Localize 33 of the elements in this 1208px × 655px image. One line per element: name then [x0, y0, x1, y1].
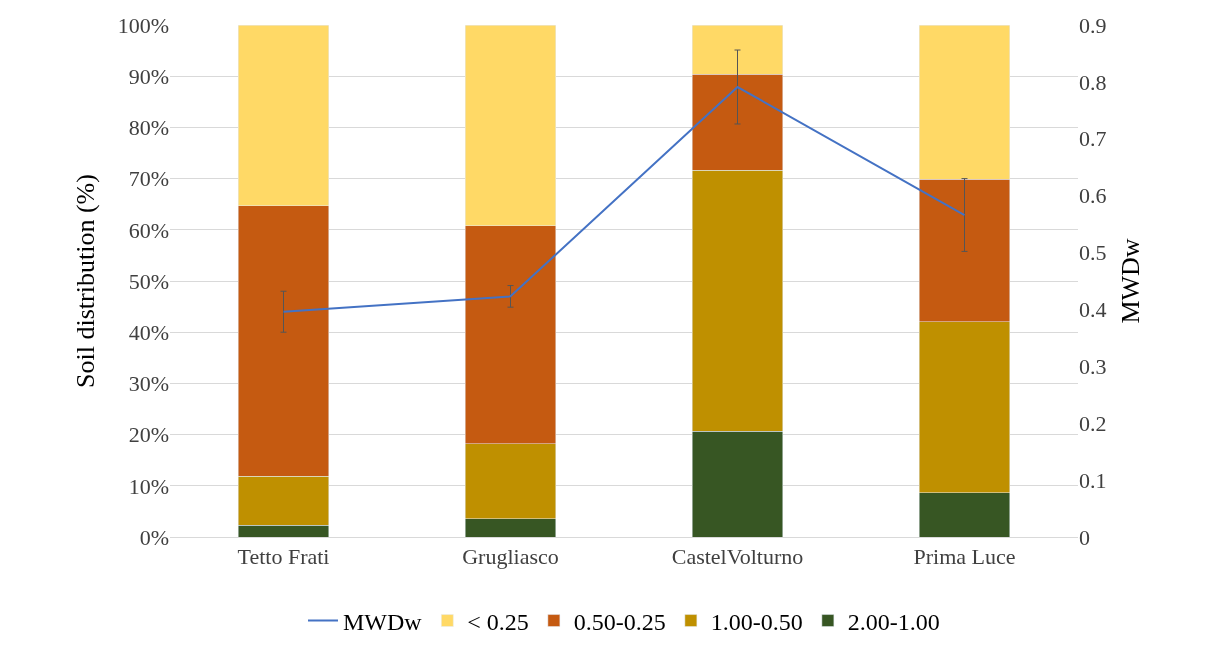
y2-tick-label: 0: [1079, 524, 1090, 550]
y2-tick-label: 0.7: [1079, 126, 1107, 152]
y-tick-label: 100%: [117, 12, 169, 38]
y-tick-label: 0%: [139, 524, 169, 550]
y2-tick-label: 0.8: [1079, 69, 1107, 95]
x-tick-label: Prima Luce: [913, 544, 1016, 570]
x-tick-label: CastelVolturno: [671, 544, 804, 570]
y2-tick-label: 0.2: [1079, 410, 1107, 436]
x-tick-label: Grugliasco: [462, 544, 559, 570]
legend-label: < 0.25: [467, 608, 529, 635]
y-tick-label: 30%: [128, 371, 169, 397]
legend-label: 1.00-0.50: [710, 608, 803, 635]
y-tick-label: 80%: [128, 115, 169, 141]
y-tick-label: 70%: [128, 166, 169, 192]
y-axis-title: Soil distribution (%): [71, 174, 101, 388]
x-tick-label: Tetto Frati: [237, 544, 330, 570]
y-tick-label: 50%: [128, 268, 169, 294]
y-tick-label: 60%: [128, 217, 169, 243]
y2-tick-label: 0.1: [1079, 467, 1107, 493]
y2-tick-label: 0.6: [1079, 183, 1107, 209]
legend-label: 2.00-1.00: [847, 608, 940, 635]
y2-tick-label: 0.4: [1079, 297, 1107, 323]
y2-tick-label: 0.3: [1079, 354, 1107, 380]
y-tick-label: 10%: [128, 473, 169, 499]
y2-tick-label: 0.9: [1079, 12, 1107, 38]
line-series: [282, 86, 966, 313]
legend-label: 0.50-0.25: [573, 608, 666, 635]
y-tick-label: 90%: [128, 63, 169, 89]
y2-axis-title: MWDw: [1116, 238, 1146, 324]
legend-label: MWDw: [343, 608, 423, 635]
y2-tick-label: 0.5: [1079, 240, 1107, 266]
y-tick-label: 20%: [128, 422, 169, 448]
y-tick-label: 40%: [128, 319, 169, 345]
